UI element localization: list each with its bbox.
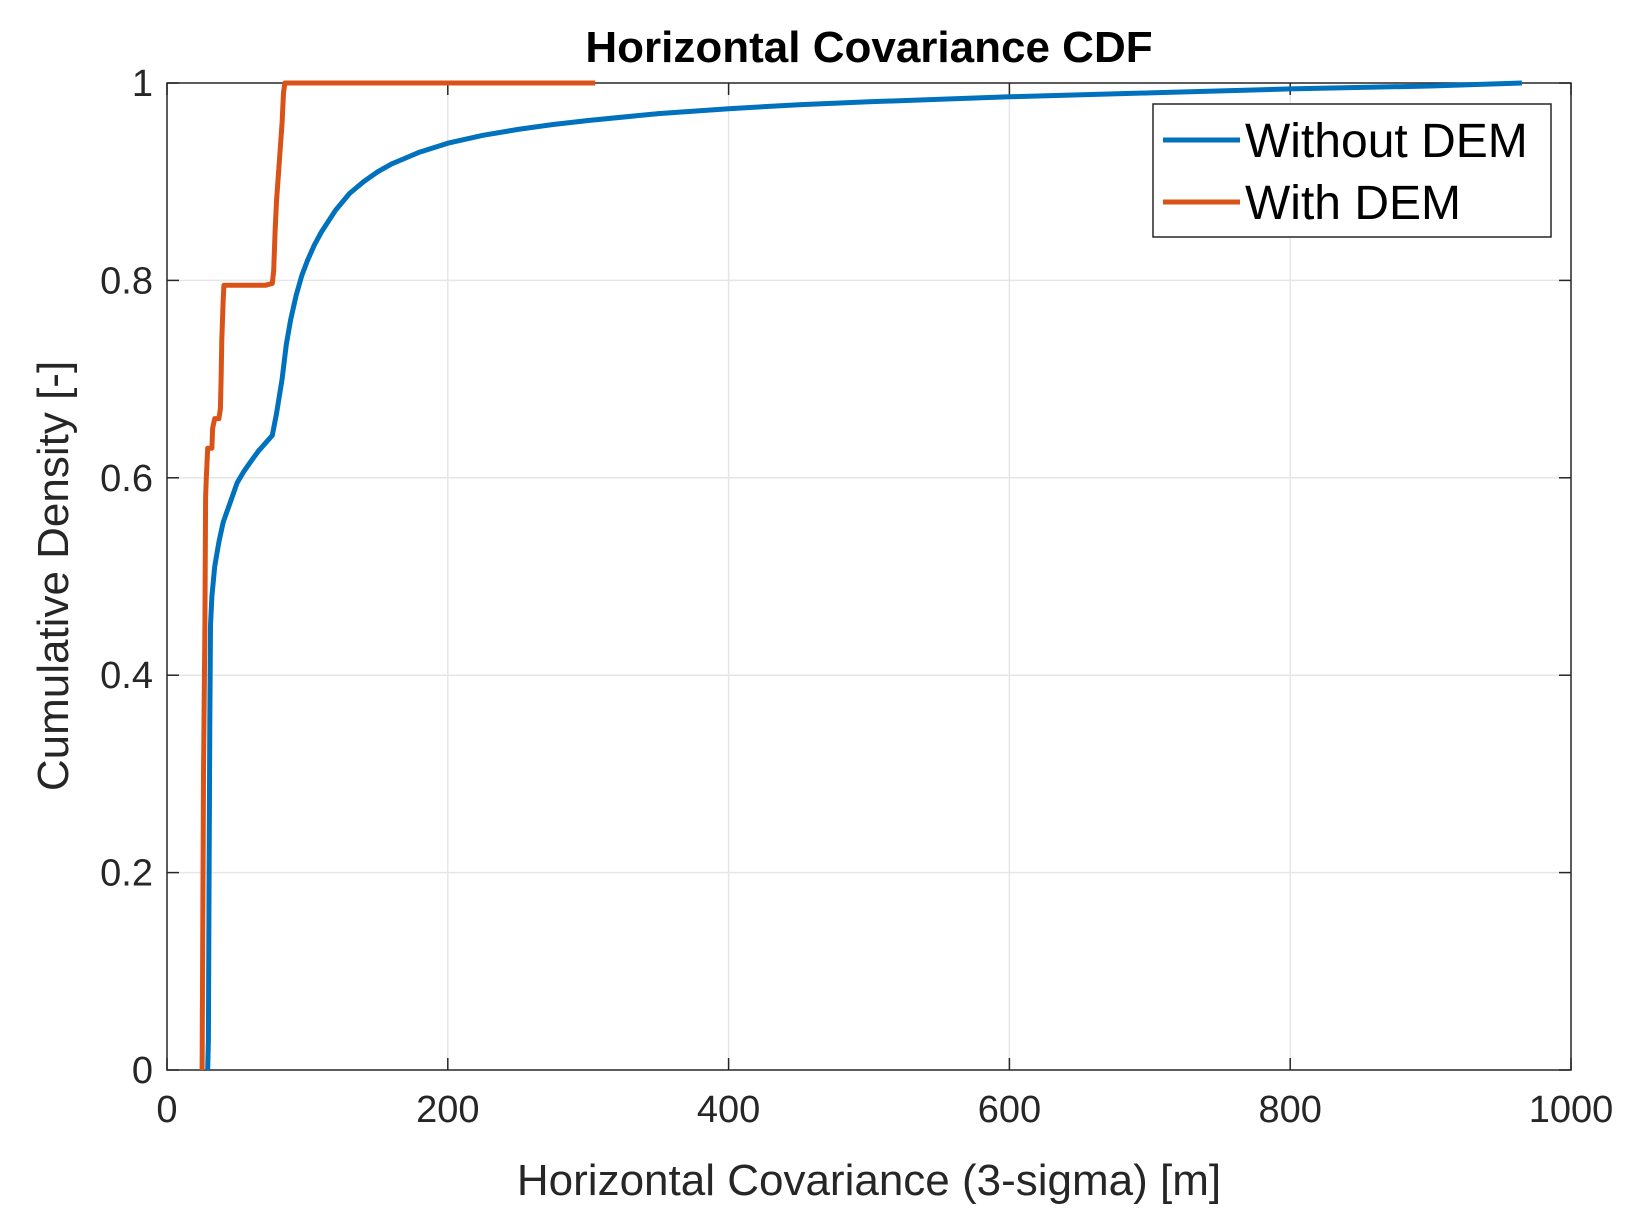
- y-tick-label: 0.6: [100, 458, 153, 500]
- legend-label-with-dem: With DEM: [1245, 177, 1461, 230]
- x-tick-label: 200: [416, 1089, 479, 1131]
- series-line-without-dem: [205, 80, 1522, 1071]
- y-tick-label: 0.4: [100, 655, 153, 697]
- legend-label-without-dem: Without DEM: [1245, 115, 1528, 168]
- y-tick-label: 0: [132, 1050, 153, 1092]
- grid: [167, 83, 1571, 1070]
- y-tick-label: 1: [132, 63, 153, 105]
- legend-box: [1152, 103, 1552, 238]
- x-axis-label: Horizontal Covariance (3-sigma) [m]: [517, 1156, 1221, 1205]
- y-tick-label: 0.8: [100, 260, 153, 302]
- y-axis-label: Cumulative Density [-]: [29, 361, 78, 791]
- y-tick-label: 0.2: [100, 853, 153, 895]
- x-tick-label: 600: [978, 1089, 1041, 1131]
- plot-area-frame: [166, 82, 1572, 1071]
- series-line-with-dem: [199, 80, 596, 1071]
- chart-title: Horizontal Covariance CDF: [585, 23, 1152, 72]
- series-lines: [199, 80, 1522, 1071]
- x-tick-label: 0: [156, 1089, 177, 1131]
- x-tick-label: 1000: [1529, 1089, 1614, 1131]
- x-tick-label: 400: [697, 1089, 760, 1131]
- legend: Without DEM With DEM: [1152, 103, 1552, 238]
- axis-ticks: 0 200 400 600 800 1000 0 0.2 0.4 0.6 0.8 1: [100, 63, 1613, 1131]
- x-tick-label: 800: [1258, 1089, 1321, 1131]
